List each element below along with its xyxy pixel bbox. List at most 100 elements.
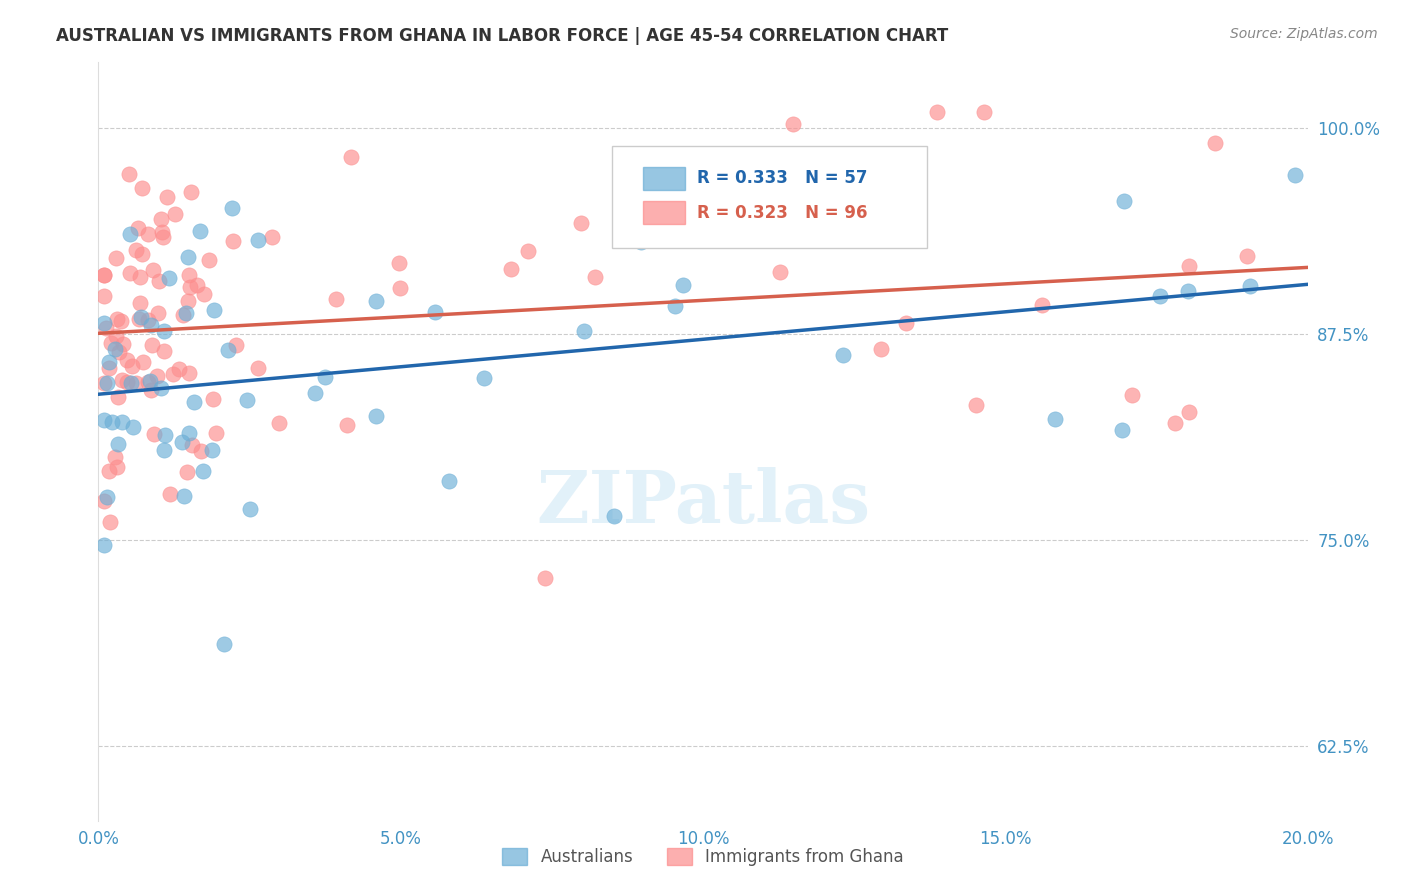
Immigrants from Ghana bbox=[186, 278, 208, 293]
Immigrants from Ghana bbox=[131, 247, 153, 261]
Australians bbox=[366, 409, 388, 424]
Australians bbox=[1239, 278, 1261, 293]
Immigrants from Ghana bbox=[1178, 405, 1201, 419]
Australians bbox=[1111, 423, 1133, 437]
Australians bbox=[122, 420, 145, 434]
Australians bbox=[96, 490, 118, 504]
Immigrants from Ghana bbox=[388, 281, 411, 295]
Immigrants from Ghana bbox=[105, 460, 128, 475]
Immigrants from Ghana bbox=[120, 266, 142, 280]
Immigrants from Ghana bbox=[115, 352, 138, 367]
Immigrants from Ghana bbox=[569, 217, 592, 231]
Immigrants from Ghana bbox=[179, 366, 201, 380]
Immigrants from Ghana bbox=[93, 376, 115, 390]
Australians bbox=[1149, 289, 1171, 303]
Australians bbox=[152, 324, 174, 338]
Immigrants from Ghana bbox=[165, 207, 187, 221]
Immigrants from Ghana bbox=[325, 292, 347, 306]
Australians bbox=[439, 474, 461, 488]
Immigrants from Ghana bbox=[260, 229, 283, 244]
Australians bbox=[193, 464, 215, 478]
Australians bbox=[93, 538, 115, 552]
Australians bbox=[201, 443, 224, 458]
Immigrants from Ghana bbox=[136, 313, 159, 327]
Australians bbox=[423, 305, 446, 319]
Immigrants from Ghana bbox=[193, 286, 215, 301]
FancyBboxPatch shape bbox=[643, 167, 685, 190]
Immigrants from Ghana bbox=[269, 416, 291, 430]
Australians bbox=[150, 381, 173, 395]
Australians bbox=[304, 385, 326, 400]
Text: R = 0.323   N = 96: R = 0.323 N = 96 bbox=[697, 203, 868, 221]
Immigrants from Ghana bbox=[198, 252, 221, 267]
Immigrants from Ghana bbox=[131, 181, 153, 195]
Immigrants from Ghana bbox=[517, 244, 540, 258]
Immigrants from Ghana bbox=[97, 465, 120, 479]
Australians bbox=[1112, 194, 1135, 208]
Australians bbox=[188, 224, 211, 238]
Immigrants from Ghana bbox=[98, 360, 121, 375]
Australians bbox=[236, 393, 259, 408]
Immigrants from Ghana bbox=[146, 305, 169, 319]
Immigrants from Ghana bbox=[100, 336, 122, 351]
Australians bbox=[176, 250, 198, 264]
Immigrants from Ghana bbox=[205, 425, 228, 440]
Immigrants from Ghana bbox=[1204, 136, 1226, 150]
Text: ZIPatlas: ZIPatlas bbox=[536, 467, 870, 538]
Immigrants from Ghana bbox=[176, 465, 198, 479]
Australians bbox=[170, 435, 193, 450]
Australians bbox=[630, 235, 652, 249]
Immigrants from Ghana bbox=[98, 515, 121, 529]
Immigrants from Ghana bbox=[167, 361, 190, 376]
Australians bbox=[110, 415, 132, 429]
Immigrants from Ghana bbox=[110, 314, 132, 328]
Immigrants from Ghana bbox=[131, 354, 153, 368]
Australians bbox=[664, 299, 686, 313]
Australians bbox=[364, 293, 387, 308]
Immigrants from Ghana bbox=[159, 487, 181, 501]
Australians bbox=[239, 501, 262, 516]
Immigrants from Ghana bbox=[869, 342, 891, 356]
Immigrants from Ghana bbox=[180, 185, 202, 199]
Immigrants from Ghana bbox=[501, 262, 523, 277]
Australians bbox=[672, 277, 695, 292]
Immigrants from Ghana bbox=[150, 212, 173, 227]
Immigrants from Ghana bbox=[124, 243, 146, 257]
Immigrants from Ghana bbox=[202, 392, 225, 406]
Australians bbox=[572, 324, 595, 338]
FancyBboxPatch shape bbox=[643, 202, 685, 224]
Immigrants from Ghana bbox=[1178, 259, 1201, 273]
Immigrants from Ghana bbox=[973, 104, 995, 119]
Immigrants from Ghana bbox=[105, 329, 128, 343]
Immigrants from Ghana bbox=[125, 376, 148, 390]
Immigrants from Ghana bbox=[1121, 388, 1143, 402]
Immigrants from Ghana bbox=[150, 226, 173, 240]
Australians bbox=[174, 305, 197, 319]
Australians bbox=[120, 376, 142, 391]
Immigrants from Ghana bbox=[128, 312, 150, 326]
Australians bbox=[141, 318, 163, 333]
Immigrants from Ghana bbox=[340, 150, 363, 164]
Immigrants from Ghana bbox=[177, 268, 200, 282]
Immigrants from Ghana bbox=[111, 336, 134, 351]
Australians bbox=[96, 376, 118, 390]
Immigrants from Ghana bbox=[142, 427, 165, 442]
Australians bbox=[212, 637, 235, 651]
Immigrants from Ghana bbox=[105, 312, 128, 326]
Immigrants from Ghana bbox=[129, 295, 152, 310]
Immigrants from Ghana bbox=[104, 450, 127, 465]
Australians bbox=[831, 348, 853, 362]
Australians bbox=[98, 355, 121, 369]
Australians bbox=[104, 342, 127, 356]
Immigrants from Ghana bbox=[129, 270, 152, 285]
Australians bbox=[129, 310, 152, 324]
Immigrants from Ghana bbox=[142, 263, 165, 277]
Australians bbox=[139, 374, 162, 388]
Immigrants from Ghana bbox=[107, 390, 129, 404]
Immigrants from Ghana bbox=[534, 571, 557, 585]
Immigrants from Ghana bbox=[1164, 416, 1187, 430]
Australians bbox=[1045, 412, 1067, 426]
Australians bbox=[93, 317, 115, 331]
Immigrants from Ghana bbox=[172, 308, 194, 322]
Immigrants from Ghana bbox=[153, 344, 176, 359]
